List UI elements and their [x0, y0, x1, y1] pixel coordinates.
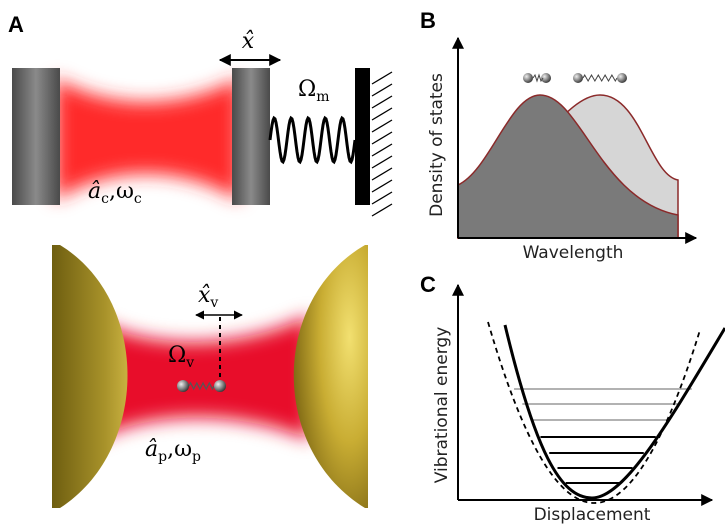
axis-label: Vibrational energy	[432, 327, 452, 484]
spring	[188, 381, 215, 391]
label: Ωm	[298, 77, 330, 105]
axis-label: Wavelength	[523, 243, 624, 263]
atom	[573, 73, 583, 83]
spring	[268, 115, 357, 165]
atom	[541, 73, 551, 83]
atom	[523, 73, 533, 83]
label: Ωv	[168, 343, 194, 371]
panel-label: C	[420, 272, 436, 297]
atom	[214, 380, 226, 392]
hatch	[371, 71, 393, 217]
energy-levels	[514, 388, 692, 484]
panel-label: A	[8, 12, 24, 37]
gold-mirror	[52, 245, 128, 508]
axis-label: Density of states	[427, 73, 447, 217]
cavity-beam	[55, 78, 240, 200]
atom	[617, 73, 627, 83]
label: âp,ωp	[145, 437, 201, 465]
potential	[503, 324, 725, 500]
harmonic	[487, 321, 701, 504]
dos	[457, 94, 679, 239]
mirror	[232, 68, 270, 205]
gold-mirror	[293, 245, 368, 508]
label: âc,ωc	[88, 179, 142, 207]
atom	[177, 380, 189, 392]
spring	[532, 73, 544, 83]
label: x̂v	[198, 283, 218, 311]
mirror	[12, 68, 60, 205]
plasmon-beam	[95, 315, 310, 440]
wall	[355, 68, 370, 205]
label: x̂	[242, 29, 255, 54]
panel-label: B	[420, 8, 436, 33]
spring	[582, 73, 618, 83]
axis-label: Displacement	[534, 505, 651, 525]
